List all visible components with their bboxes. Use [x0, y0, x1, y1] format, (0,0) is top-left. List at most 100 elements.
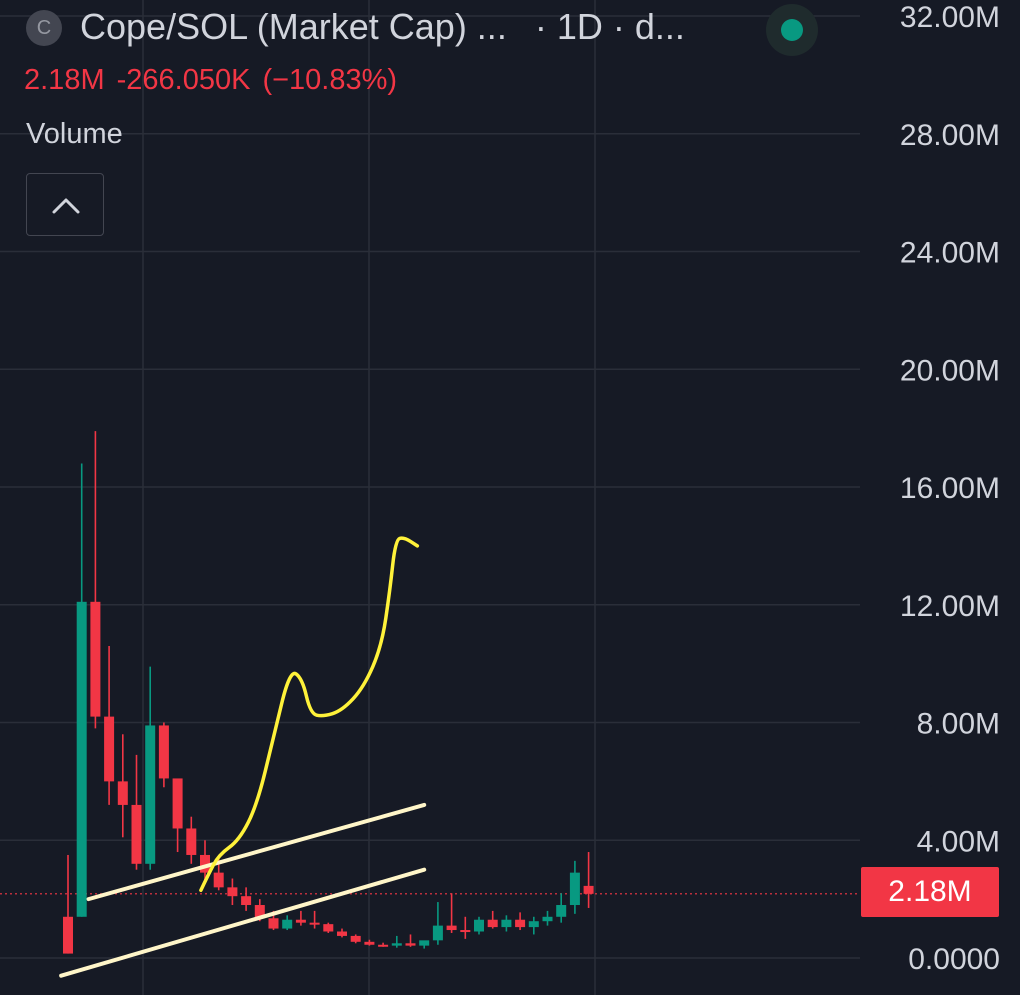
axis-tick-label: 0.0000: [908, 943, 1000, 976]
collapse-legend-button[interactable]: [26, 173, 104, 236]
change-percent: (−10.83%): [262, 64, 398, 96]
candle-body: [172, 778, 183, 829]
candle-body: [378, 944, 389, 947]
candle-body: [337, 931, 347, 936]
candle: [391, 935, 402, 948]
candle: [487, 910, 498, 929]
last-value: 2.18M: [24, 64, 105, 96]
candle-body: [227, 887, 238, 897]
candle-body: [213, 872, 224, 888]
quote-values: 2.18M -266.050K (−10.83%): [24, 64, 409, 97]
candle: [364, 939, 375, 946]
drawings[interactable]: [59, 536, 427, 978]
candle-body: [158, 725, 169, 779]
candle: [419, 940, 430, 949]
candle: [583, 852, 594, 908]
candle: [378, 942, 389, 947]
symbol-icon: C: [26, 10, 62, 46]
change-value: -266.050K: [116, 64, 251, 96]
trendline-channel-upper: [86, 802, 427, 902]
candle: [569, 860, 580, 914]
candle: [501, 915, 512, 932]
candle: [186, 816, 197, 864]
symbol-name[interactable]: Cope/SOL (Market Cap) ...: [80, 6, 507, 47]
candle: [117, 734, 128, 838]
candle-body: [419, 940, 430, 946]
candle: [460, 916, 471, 939]
candle-body: [200, 854, 210, 873]
candle-body: [323, 924, 334, 932]
axis-tick-label: 16.00M: [900, 472, 1000, 505]
candle-body: [63, 916, 73, 954]
candle: [227, 878, 238, 906]
candle-body: [446, 925, 457, 931]
candle: [90, 431, 101, 729]
candle: [241, 887, 252, 911]
candle-body: [460, 930, 471, 933]
candle-body: [350, 935, 361, 942]
candle-body: [515, 919, 526, 928]
candle-body: [487, 919, 498, 928]
symbol-title[interactable]: Cope/SOL (Market Cap) ... · 1D · d...: [80, 6, 685, 48]
interval-label[interactable]: · 1D · d...: [534, 6, 685, 47]
candle-body: [569, 872, 580, 906]
axis-tick-label: 8.00M: [917, 708, 1000, 741]
market-open-dot: [781, 19, 803, 41]
candle-body: [542, 916, 553, 922]
candle-body: [405, 943, 416, 946]
candle: [323, 922, 334, 933]
axis-tick-label: 4.00M: [917, 825, 1000, 858]
candle-body: [391, 943, 402, 946]
market-status-indicator[interactable]: [766, 4, 818, 56]
axis-tick-label: 32.00M: [900, 1, 1000, 34]
candle: [556, 893, 567, 923]
grid: [0, 0, 860, 995]
axis-tick-label: 20.00M: [900, 354, 1000, 387]
candle-body: [131, 804, 142, 864]
candle: [446, 893, 457, 933]
candle: [282, 915, 293, 931]
candle-body: [556, 905, 567, 917]
candle: [542, 910, 553, 926]
candle-body: [282, 919, 293, 929]
candle-body: [309, 922, 320, 925]
volume-label[interactable]: Volume: [26, 118, 123, 150]
candle: [515, 912, 526, 931]
candle: [158, 722, 169, 788]
chevron-up-icon: [52, 198, 80, 214]
candle-body: [117, 781, 128, 805]
candle-body: [186, 828, 197, 855]
candles: [63, 431, 594, 954]
candle: [528, 916, 539, 935]
candle: [200, 840, 210, 882]
candle-body: [501, 919, 512, 928]
candle-body: [90, 601, 101, 717]
candle: [172, 778, 183, 853]
candle: [405, 934, 416, 947]
candle-body: [295, 919, 306, 923]
price-axis[interactable]: 32.00M 28.00M 24.00M 20.00M 16.00M 12.00M 8.00…: [900, 1, 1000, 976]
candle: [474, 916, 484, 935]
axis-tick-label: 12.00M: [900, 590, 1000, 623]
candle: [131, 754, 142, 870]
candle: [337, 928, 347, 938]
candle-body: [432, 925, 443, 941]
candle: [432, 902, 443, 945]
candle-body: [254, 905, 265, 919]
candle-body: [268, 918, 279, 929]
freehand-projection: [199, 536, 420, 893]
candle: [350, 934, 361, 944]
last-price-tag: 2.18M: [861, 867, 999, 917]
candle-body: [474, 919, 484, 932]
candle-body: [583, 885, 594, 894]
legend: C Cope/SOL (Market Cap) ... · 1D · d... 2…: [0, 0, 860, 240]
candle-body: [145, 725, 156, 864]
candle: [295, 910, 306, 926]
candle-body: [364, 941, 375, 945]
axis-tick-label: 28.00M: [900, 119, 1000, 152]
axis-tick-label: 24.00M: [900, 237, 1000, 270]
trendline-channel-lower: [59, 867, 427, 978]
candle-body: [528, 921, 539, 928]
candle: [309, 910, 320, 929]
